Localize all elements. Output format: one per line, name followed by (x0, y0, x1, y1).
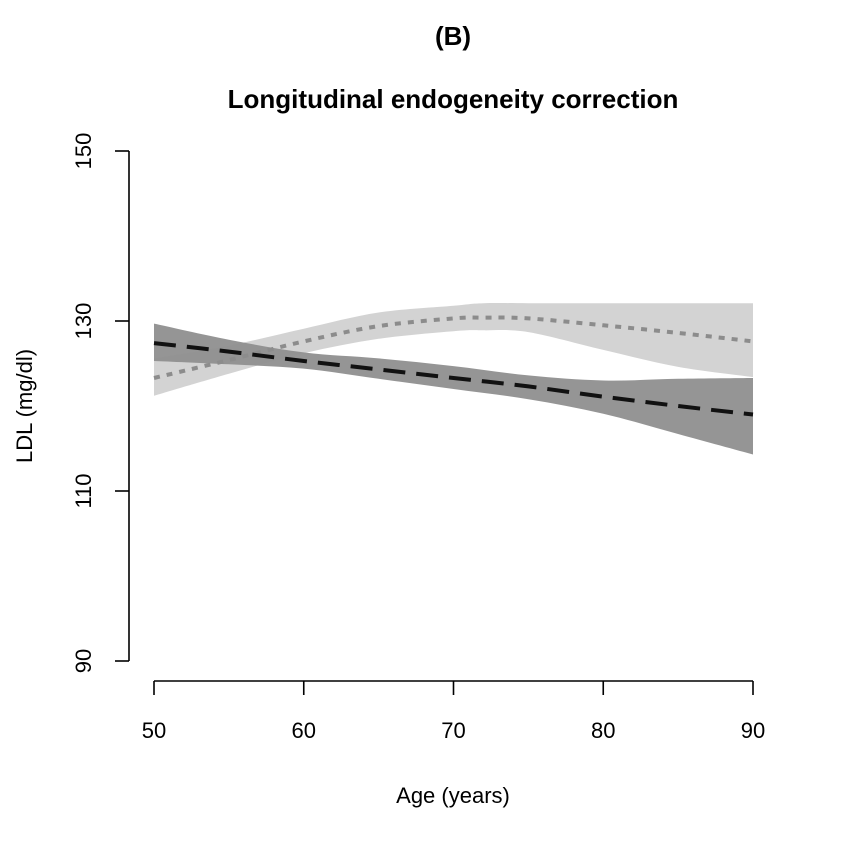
x-axis-ticks: 50 60 70 80 90 (142, 681, 765, 743)
x-tick-label: 60 (292, 718, 316, 743)
x-axis-label: Age (years) (396, 783, 510, 808)
line-series-1 (153, 315, 754, 380)
x-tick-label: 90 (741, 718, 765, 743)
band-series-2 (154, 323, 753, 455)
y-axis-label: LDL (mg/dl) (12, 349, 37, 463)
y-tick-label: 110 (71, 473, 96, 508)
x-tick-label: 50 (142, 718, 166, 743)
y-tick-label: 130 (71, 303, 96, 340)
y-axis-ticks: 90 110 130 150 (71, 133, 129, 673)
y-tick-label: 150 (71, 133, 96, 170)
x-tick-label: 80 (591, 718, 615, 743)
series-lines (153, 315, 754, 417)
x-tick-label: 70 (441, 718, 465, 743)
line-series-2 (153, 341, 754, 417)
y-tick-label: 90 (71, 649, 96, 673)
panel-label: (B) (435, 21, 471, 51)
chart-title: Longitudinal endogeneity correction (228, 84, 679, 114)
